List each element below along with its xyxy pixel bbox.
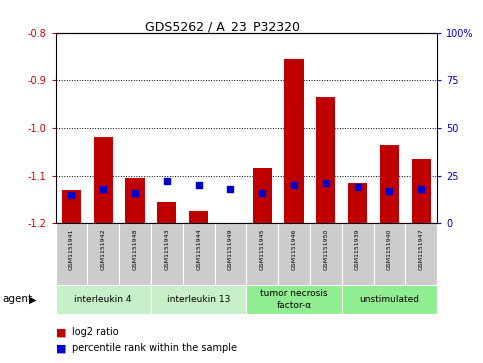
Text: tumor necrosis
factor-α: tumor necrosis factor-α [260,289,328,310]
Bar [412,159,431,223]
Bar [342,285,437,314]
Point [322,180,330,186]
Bar [56,223,87,285]
Text: ■: ■ [56,327,66,337]
Point [68,192,75,197]
Bar [380,144,399,223]
Bar [126,178,144,223]
Text: GDS5262 / A_23_P32320: GDS5262 / A_23_P32320 [145,20,299,33]
Bar [348,183,367,223]
Bar [405,223,437,285]
Bar [246,223,278,285]
Text: GSM1151950: GSM1151950 [323,228,328,270]
Bar [342,223,373,285]
Text: interleukin 13: interleukin 13 [167,295,230,304]
Bar [119,223,151,285]
Point [290,182,298,188]
Bar [94,138,113,223]
Text: agent: agent [2,294,32,305]
Bar [183,223,214,285]
Text: ▶: ▶ [29,294,37,305]
Bar [284,59,303,223]
Bar [151,285,246,314]
Bar [151,223,183,285]
Text: GSM1151942: GSM1151942 [101,228,106,270]
Text: GSM1151941: GSM1151941 [69,228,74,270]
Text: unstimulated: unstimulated [359,295,419,304]
Text: GSM1151940: GSM1151940 [387,228,392,270]
Text: GSM1151946: GSM1151946 [292,228,297,270]
Bar [246,285,342,314]
Text: GSM1151947: GSM1151947 [419,228,424,270]
Text: GSM1151944: GSM1151944 [196,228,201,270]
Bar [157,202,176,223]
Text: GSM1151948: GSM1151948 [132,228,138,270]
Text: ■: ■ [56,343,66,354]
Bar [278,223,310,285]
Bar [87,223,119,285]
Point [385,188,393,194]
Text: interleukin 4: interleukin 4 [74,295,132,304]
Bar [373,223,405,285]
Text: GSM1151943: GSM1151943 [164,228,170,270]
Text: percentile rank within the sample: percentile rank within the sample [72,343,238,354]
Point [195,182,202,188]
Bar [253,168,272,223]
Point [417,186,425,192]
Point [131,190,139,196]
Bar [221,223,240,228]
Text: log2 ratio: log2 ratio [72,327,119,337]
Bar [316,97,335,223]
Point [99,186,107,192]
Bar [189,211,208,223]
Point [258,190,266,196]
Bar [62,190,81,223]
Point [354,184,361,190]
Bar [56,285,151,314]
Text: GSM1151945: GSM1151945 [260,228,265,270]
Text: GSM1151949: GSM1151949 [228,228,233,270]
Point [163,178,170,184]
Text: GSM1151939: GSM1151939 [355,228,360,270]
Bar [214,223,246,285]
Point [227,186,234,192]
Bar [310,223,342,285]
